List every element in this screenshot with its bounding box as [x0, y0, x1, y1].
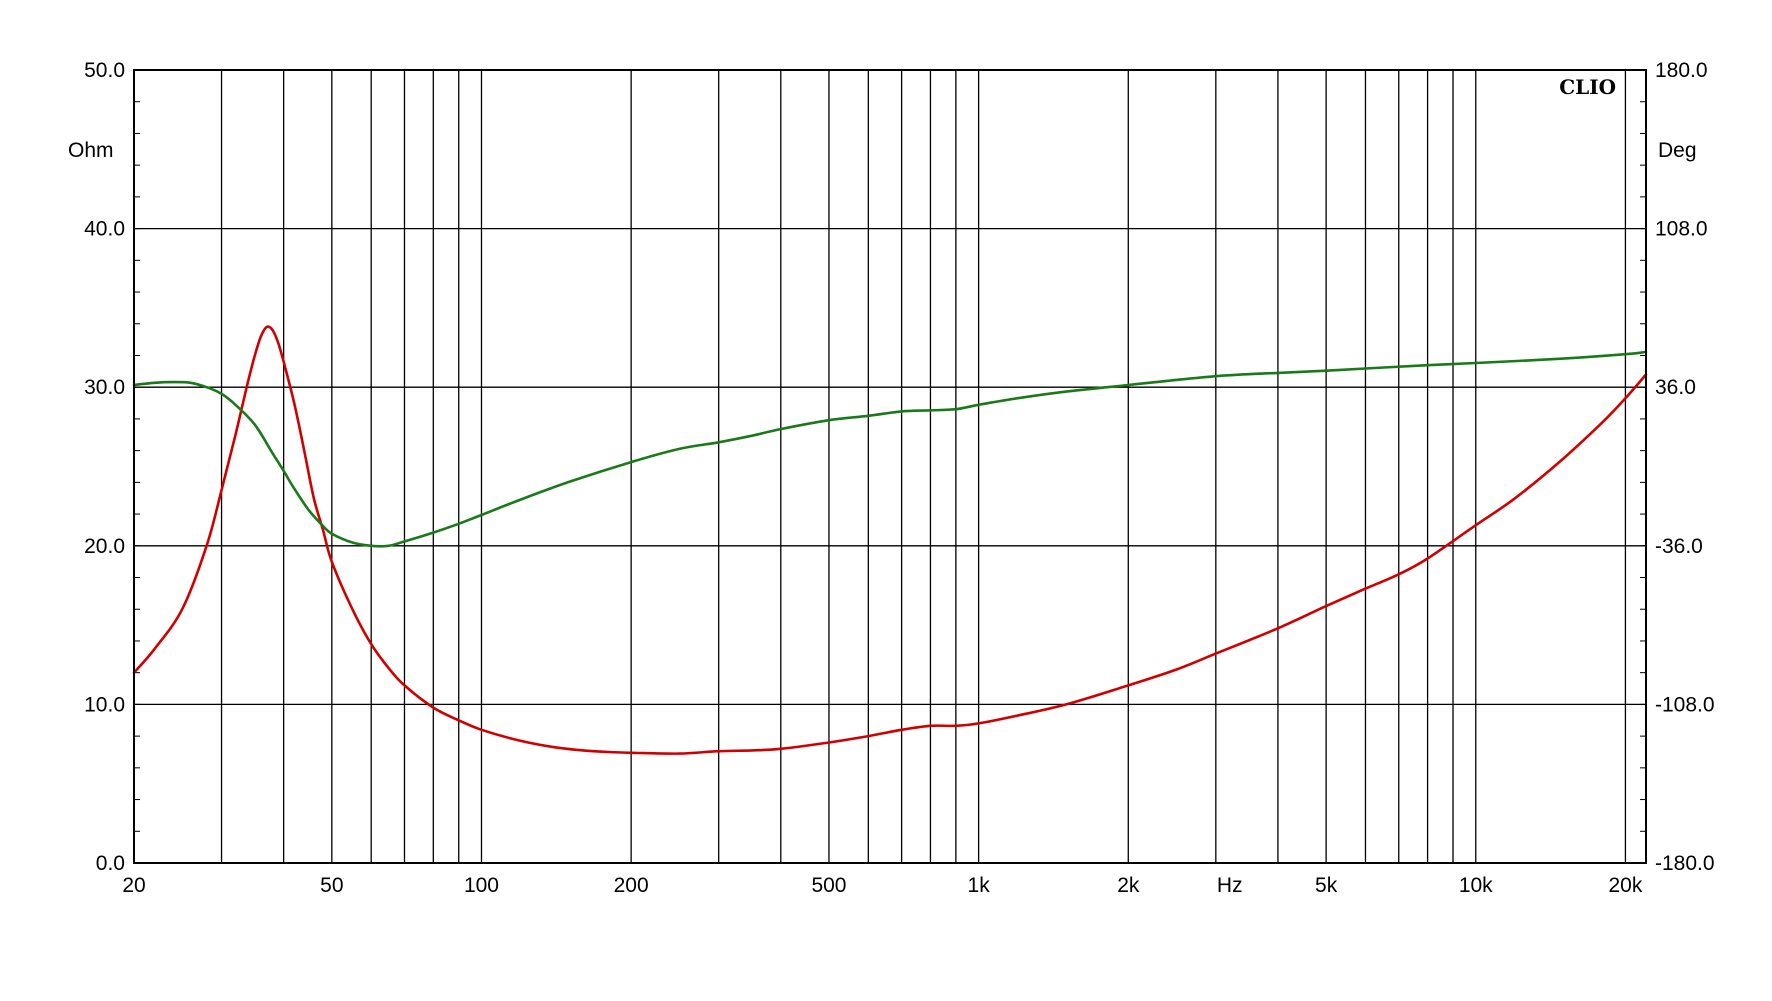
tick-labels: 20 50 100 200 500 1k 2k 5k 10k 20k 0.0 10.0 20.0 30.0…	[84, 59, 1714, 897]
y-left-tick-label: 0.0	[96, 852, 125, 875]
y-right-tick-label: -36.0	[1655, 535, 1703, 558]
y-right-tick-label: 180.0	[1655, 59, 1708, 82]
x-tick-label: 2k	[1117, 874, 1140, 897]
y-left-unit-label: Ohm	[68, 139, 114, 162]
brand-label: CLIO	[1559, 75, 1616, 99]
x-tick-label: 20k	[1608, 874, 1642, 897]
x-tick-label: 200	[614, 874, 649, 897]
x-tick-label: 5k	[1315, 874, 1338, 897]
grid	[134, 69, 1646, 864]
x-tick-label: 10k	[1459, 874, 1493, 897]
x-tick-label: 20	[122, 874, 145, 897]
y-left-tick-label: 50.0	[84, 59, 125, 82]
y-right-tick-label: 108.0	[1655, 218, 1708, 241]
y-left-tick-label: 10.0	[84, 693, 125, 716]
series-layer	[132, 325, 1648, 755]
y-left-tick-label: 20.0	[84, 535, 125, 558]
x-tick-label: 100	[464, 874, 499, 897]
phase-series-line	[132, 350, 1648, 548]
y-left-tick-label: 40.0	[84, 218, 125, 241]
x-unit-label: Hz	[1217, 874, 1243, 897]
y-left-tick-label: 30.0	[84, 376, 125, 399]
x-tick-label: 1k	[968, 874, 991, 897]
impedance-series-line	[132, 325, 1648, 755]
y-right-tick-label: 36.0	[1655, 376, 1696, 399]
y-right-tick-label: -180.0	[1655, 852, 1715, 875]
plot-frame	[133, 69, 1647, 864]
x-tick-label: 500	[811, 874, 846, 897]
y-right-tick-label: -108.0	[1655, 693, 1715, 716]
y-right-unit-label: Deg	[1658, 139, 1697, 162]
x-tick-label: 50	[320, 874, 343, 897]
